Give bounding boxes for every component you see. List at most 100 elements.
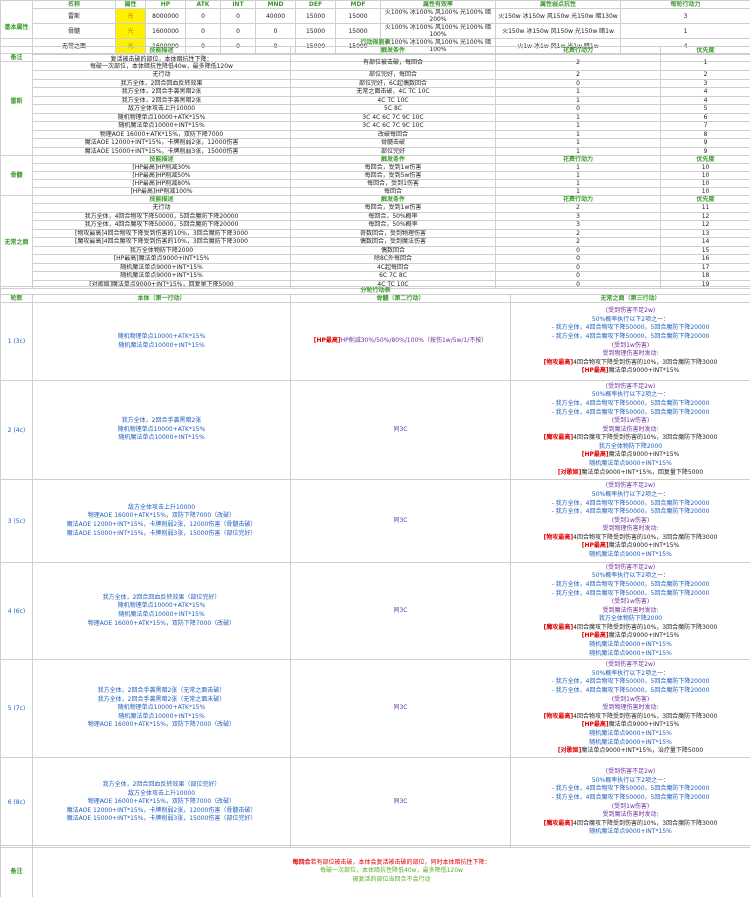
text-line: - 我方全体，4回合物攻下降50000，5回合魔防下降20000: [551, 678, 710, 686]
table-row: 基本属性 名称 属性 HP ATK INT MND DEF MDF 属性有效率 属性弱点抗性 每轮行动…: [0, 0, 750, 54]
text-line: (受到伤害不足2w): [605, 382, 656, 390]
text-run: 4回合魔攻下降受到伤害的10%，3回合魔防下降3000: [573, 434, 718, 442]
column-header: HP: [145, 0, 186, 9]
text-line: (受到伤害不足2w): [605, 563, 656, 571]
table-cell: 3: [495, 220, 661, 230]
table-cell: 骨髓: [32, 23, 116, 39]
text-line: - 我方全体，4回合物攻下降50000，5回合魔防下降20000: [551, 399, 710, 407]
text-line: 50%概率执行以下2项之一：: [591, 776, 670, 784]
column-header: 触发条件: [290, 46, 496, 55]
table-row: 骨髓光 1600000 0 0 0 15000 15000 火100% 冰100% 风100%…: [1, 23, 750, 39]
column-header: 属性: [115, 0, 146, 9]
text-line: 受到物理伤害时发动:: [602, 704, 659, 712]
table-cell: 3C 4C 6C 7C 9C 10C: [290, 121, 496, 131]
table-cell: 部位完好: [290, 146, 496, 156]
text-line: [对歌姬]魔法单点9000+INT*15%，回复量下降5000: [512, 469, 749, 478]
table-row: [HP最高]HP削减100% 每回合 1 10: [1, 187, 750, 196]
table-cell: 10: [659, 163, 750, 172]
table-cell: 3: [620, 8, 750, 24]
column-header: 骨髓（第二行动）: [290, 294, 511, 303]
text-line: 物理AOE 16000+ATK*15%，双防下降7000（改破）: [87, 512, 236, 520]
table-cell: 2: [659, 70, 750, 80]
main-actions: 随机物理单点10000+ATK*15% 随机魔法单点10000+INT*15%: [32, 302, 291, 381]
text-run: 魔法单点9000+INT*15%，回复量下降5000: [581, 468, 704, 476]
text-line: (受到1w伤害): [611, 695, 650, 703]
text-line: (受到伤害不足2w): [605, 307, 656, 315]
text-run: [物攻最高]: [543, 358, 574, 366]
table-cell: 2: [495, 54, 661, 71]
table-row: [HP最高]魔法单点9000+INT*15% 除8C外每回合 0 16: [1, 254, 750, 264]
text-line: (受到伤害不足2w): [605, 482, 656, 490]
table-cell: 3: [659, 78, 750, 88]
text-line: 随机魔法单点9000+INT*15%: [589, 641, 672, 649]
table-cell: 1: [495, 112, 661, 122]
mask-actions: (受到伤害不足2w) 50%概率执行以下2项之一： - 我方全体，4回合物攻下降50…: [509, 757, 750, 848]
text-run: 魔法单点9000+INT*15%: [608, 632, 680, 640]
table-cell: [HP最高]HP削减50%: [32, 171, 291, 180]
text-run: [物攻最高]: [543, 533, 574, 541]
table-cell: 6C 7C 8C: [290, 271, 496, 281]
round-label: 4 (6c): [0, 562, 33, 660]
table-row: 3 (5c) 敌方全体攻击上升10000 物理AOE 16000+ATK*15%，双…: [0, 479, 750, 563]
table-row: 我方全体，4回合魔攻下降50000，5回合魔防下降20000 每回合，50%概率 3…: [1, 220, 750, 230]
table-cell: 除8C外每回合: [290, 254, 496, 264]
table-cell: 2: [495, 237, 661, 247]
text-line: 我方全体物防下降2000: [598, 615, 663, 623]
table-cell: 0: [495, 262, 661, 272]
table-row: 随机魔法单点10000+INT*15% 3C 4C 6C 7C 9C 10C 1 7: [1, 121, 750, 131]
table-cell: 15000: [295, 23, 336, 39]
table-cell: 火150w 冰150w 风150w 光150w 暗1w: [495, 23, 621, 39]
column-header: 无常之面（第三行动）: [509, 294, 750, 303]
text-line: 随机魔法单点9000+INT*15%: [589, 551, 672, 559]
bone-actions: 同3C: [290, 757, 511, 848]
table-row: 复活被击破的部位，本体暗抗性下降： 每破一次部位，本体暗抗性降低40w，最多降低…: [1, 54, 750, 71]
table-row: 无常之面 技能描述 触发条件 花费行动力 优先度: [0, 195, 750, 289]
bone-actions: 同3C: [290, 562, 511, 660]
table-cell: 0: [495, 254, 661, 264]
table-row: 我方全体，4回合物攻下降50000，5回合魔防下降20000 每回合，50%概率 3…: [1, 211, 750, 221]
text-line: 我方全体，2回合手袭黑暗2张（无常之面未破）: [97, 695, 226, 703]
rules-table: 行动规则表 雷斯 技能描述 触发条件 花费行动力 优先度 复活被击破的部位，本体暗抗性下降：…: [0, 38, 750, 289]
text-line: 受到物理伤害时发动:: [602, 350, 659, 358]
text-line: (受到1w伤害): [611, 802, 650, 810]
table-cell: 敌方全体攻击上升10000: [32, 104, 291, 114]
table-cell: 每回合，受到1w伤害: [290, 203, 496, 213]
text-line: 随机魔法单点10000+INT*15%: [118, 341, 205, 349]
table-cell: 火150w 冰150w 风150w 光150w 暗130w: [495, 8, 621, 24]
text-line: 随机物理单点10000+ATK*15%: [117, 332, 206, 340]
text-line: - 我方全体，4回合物攻下降50000，5回合魔防下降20000: [551, 324, 710, 332]
text-run: 魔法单点9000+INT*15%，治疗量下降5000: [581, 747, 704, 755]
table-cell: 每回合，50%概率: [290, 220, 496, 230]
table-cell: 0: [495, 245, 661, 255]
note-cell: 每回合若有部位被击破，本体会复活被击破的部位，同时本体暗抗性下降： 每破一次部位，…: [32, 845, 750, 897]
text-line: 同3C: [393, 606, 408, 614]
table-row: [魔攻最高]4回合魔攻下降受到伤害的10%，3回合魔防下降3000 偶数回合，受到…: [1, 237, 750, 247]
text-line: - 我方全体，4回合魔攻下降50000，5回合魔防下降20000: [551, 508, 710, 516]
table-row: [HP最高]HP削减30% 每回合，受到1w伤害 1 10: [1, 163, 750, 172]
text-line: (受到1w伤害): [611, 341, 650, 349]
text-line: - 我方全体，4回合魔攻下降50000，5回合魔防下降20000: [551, 332, 710, 340]
table-cell: 4C起每回合: [290, 262, 496, 272]
text-run: 4回合物攻下降受到伤害的10%，3回合魔防下降3000: [573, 533, 718, 541]
table-cell: 1: [495, 95, 661, 105]
text-line: [HP最高]HP削减30%/50%/80%/100%（按伤1w/5w/1/不按）: [292, 337, 509, 346]
text-line: 受到魔法伤害时发动:: [602, 811, 659, 819]
table-cell: 2: [495, 203, 661, 213]
text-line: - 我方全体，4回合魔攻下降50000，5回合魔防下降20000: [551, 793, 710, 801]
section-label: 雷斯: [0, 46, 33, 156]
table-cell: 改破每回合: [290, 129, 496, 139]
text-line: (受到1w伤害): [611, 516, 650, 524]
mask-actions: (受到伤害不足2w) 50%概率执行以下2项之一： - 我方全体，4回合物攻下降50…: [509, 659, 750, 758]
table-cell: [HP最高]HP削减100%: [32, 187, 291, 196]
text-line: 物理AOE 16000+ATK*15%，双防下降7000（改破）: [87, 798, 236, 806]
text-run: 4回合魔攻下降受到伤害的10%，3回合魔防下降3000: [573, 623, 718, 631]
table-cell: 8000000: [145, 8, 186, 24]
table-cell: 魔法AOE 15000+INT*15%，卡牌削弱3张，15000伤害: [32, 146, 291, 156]
text-run: [HP最高]: [581, 721, 609, 729]
text-run: [HP最高]: [581, 542, 609, 550]
text-line: 随机物理单点10000+ATK*15%: [117, 704, 206, 712]
table-cell: 0: [220, 23, 256, 39]
table-cell: 我方全体，2回合手袭黑暗2张: [32, 87, 291, 97]
table-row: 随机魔法单点9000+INT*15% 4C起每回合 0 17: [1, 262, 750, 272]
